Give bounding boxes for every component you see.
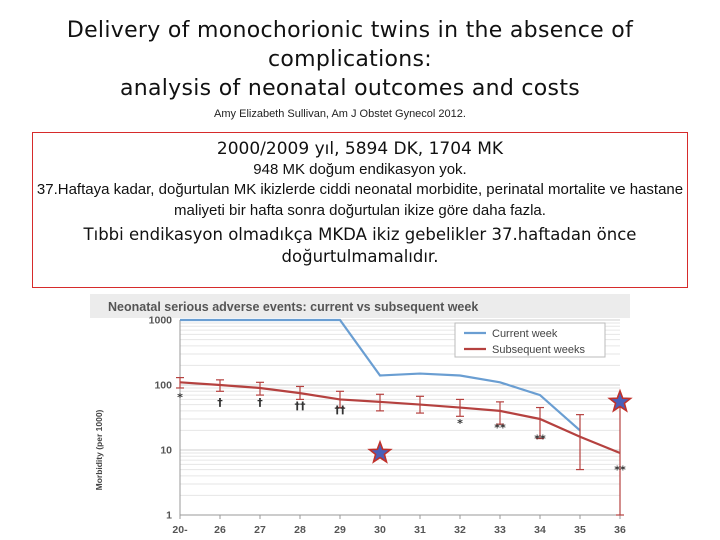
significance-mark: ** bbox=[494, 422, 506, 435]
morbidity-chart: Neonatal serious adverse events: current… bbox=[80, 290, 640, 538]
summary-line-3: 37.Haftaya kadar, doğurtulan MK ikizlerd… bbox=[36, 181, 684, 219]
summary-line-2: 948 MK doğum endikasyon yok. bbox=[253, 161, 467, 178]
title-line-2: complications: bbox=[268, 47, 432, 72]
title-line-3: analysis of neonatal outcomes and costs bbox=[119, 76, 581, 101]
y-tick-label: 1000 bbox=[149, 315, 173, 327]
slide-title: Delivery of monochorionic twins in the a… bbox=[20, 16, 680, 103]
chart-series bbox=[176, 318, 624, 516]
significance-mark: * bbox=[177, 391, 183, 404]
legend-label: Subsequent weeks bbox=[492, 344, 585, 356]
y-tick-label: 10 bbox=[160, 445, 172, 457]
x-tick-label: 27 bbox=[254, 524, 266, 536]
chart-title: Neonatal serious adverse events: current… bbox=[108, 300, 478, 314]
chart-title-band bbox=[90, 294, 630, 318]
significance-mark: † bbox=[217, 396, 223, 409]
x-tick-label: 34 bbox=[534, 524, 546, 536]
star-annotations bbox=[367, 388, 633, 464]
series-line bbox=[180, 318, 581, 432]
significance-mark: †† bbox=[295, 400, 307, 413]
legend-box bbox=[454, 322, 606, 358]
significance-mark: ** bbox=[534, 433, 546, 446]
x-tick-label: 20- bbox=[172, 524, 188, 536]
significance-mark: †† bbox=[335, 403, 347, 416]
legend-label: Current week bbox=[492, 328, 558, 340]
significance-marks: * † † †† ††* ****** bbox=[177, 391, 626, 476]
x-tick-label: 29 bbox=[334, 524, 346, 536]
x-tick-label: 28 bbox=[294, 524, 306, 536]
chart-legend: Current week Subsequent weeks bbox=[454, 322, 606, 358]
chart-ticks: 1 10 100 1000 20- 26 27 28 29 30 31 32 33 34 35 36 bbox=[149, 315, 626, 537]
x-tick-label: 36 bbox=[614, 524, 626, 536]
star-annotation bbox=[607, 388, 633, 413]
summary-line-1: 2000/2009 yıl, 5894 DK, 1704 MK bbox=[216, 139, 504, 159]
x-tick-label: 26 bbox=[214, 524, 226, 536]
y-tick-label: 1 bbox=[166, 510, 172, 522]
summary-box: 2000/2009 yıl, 5894 DK, 1704 MK 948 MK d… bbox=[32, 132, 688, 288]
star-annotation bbox=[367, 439, 393, 464]
x-tick-label: 30 bbox=[374, 524, 386, 536]
citation: Amy Elizabeth Sullivan, Am J Obstet Gyne… bbox=[214, 108, 466, 120]
y-axis-label: Morbidity (per 1000) bbox=[94, 409, 104, 490]
title-line-1: Delivery of monochorionic twins in the a… bbox=[66, 18, 634, 43]
series-line bbox=[179, 381, 621, 454]
significance-mark: ** bbox=[614, 464, 626, 477]
x-tick-label: 33 bbox=[494, 524, 506, 536]
significance-mark: * bbox=[457, 417, 463, 430]
y-tick-label: 100 bbox=[154, 380, 172, 392]
x-tick-label: 35 bbox=[574, 524, 586, 536]
x-tick-label: 32 bbox=[454, 524, 466, 536]
chart-axes bbox=[179, 320, 620, 516]
x-tick-label: 31 bbox=[414, 524, 426, 536]
summary-line-4: Tıbbi endikasyon olmadıkça MKDA ikiz geb… bbox=[83, 225, 637, 266]
significance-mark: † bbox=[257, 396, 263, 409]
